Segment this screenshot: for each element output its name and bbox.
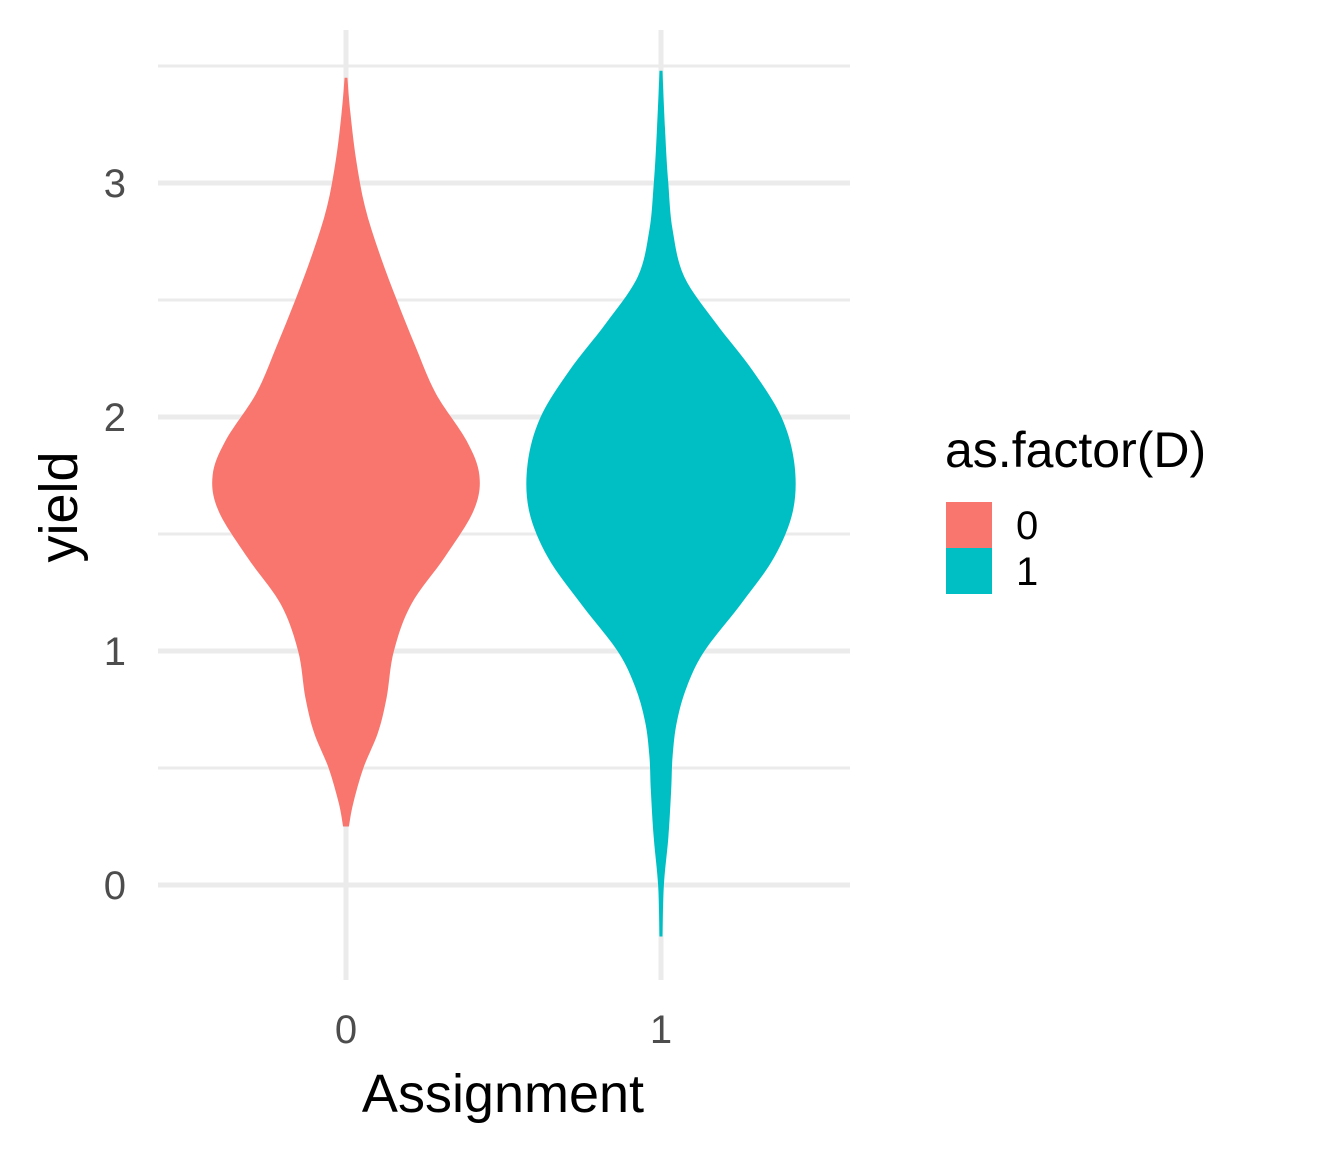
x-tick-label-1: 1 bbox=[650, 1008, 672, 1052]
x-tick-label-0: 0 bbox=[335, 1008, 357, 1052]
y-tick-label-2: 2 bbox=[104, 396, 126, 440]
x-axis-title: Assignment bbox=[362, 1064, 644, 1124]
y-axis-ticks: 0 1 2 3 bbox=[104, 162, 126, 908]
legend-label-0: 0 bbox=[1016, 504, 1038, 548]
violin-0 bbox=[212, 77, 480, 827]
violins bbox=[212, 70, 796, 937]
legend-label-1: 1 bbox=[1016, 550, 1038, 594]
legend: as.factor(D) 01 bbox=[945, 422, 1206, 594]
legend-key-0 bbox=[946, 502, 992, 548]
violin-1 bbox=[526, 70, 796, 937]
y-tick-label-1: 1 bbox=[104, 630, 126, 674]
y-axis-title: yield bbox=[29, 451, 89, 562]
y-tick-label-3: 3 bbox=[104, 162, 126, 206]
y-tick-label-0: 0 bbox=[104, 864, 126, 908]
legend-title: as.factor(D) bbox=[945, 422, 1206, 478]
legend-key-1 bbox=[946, 548, 992, 594]
